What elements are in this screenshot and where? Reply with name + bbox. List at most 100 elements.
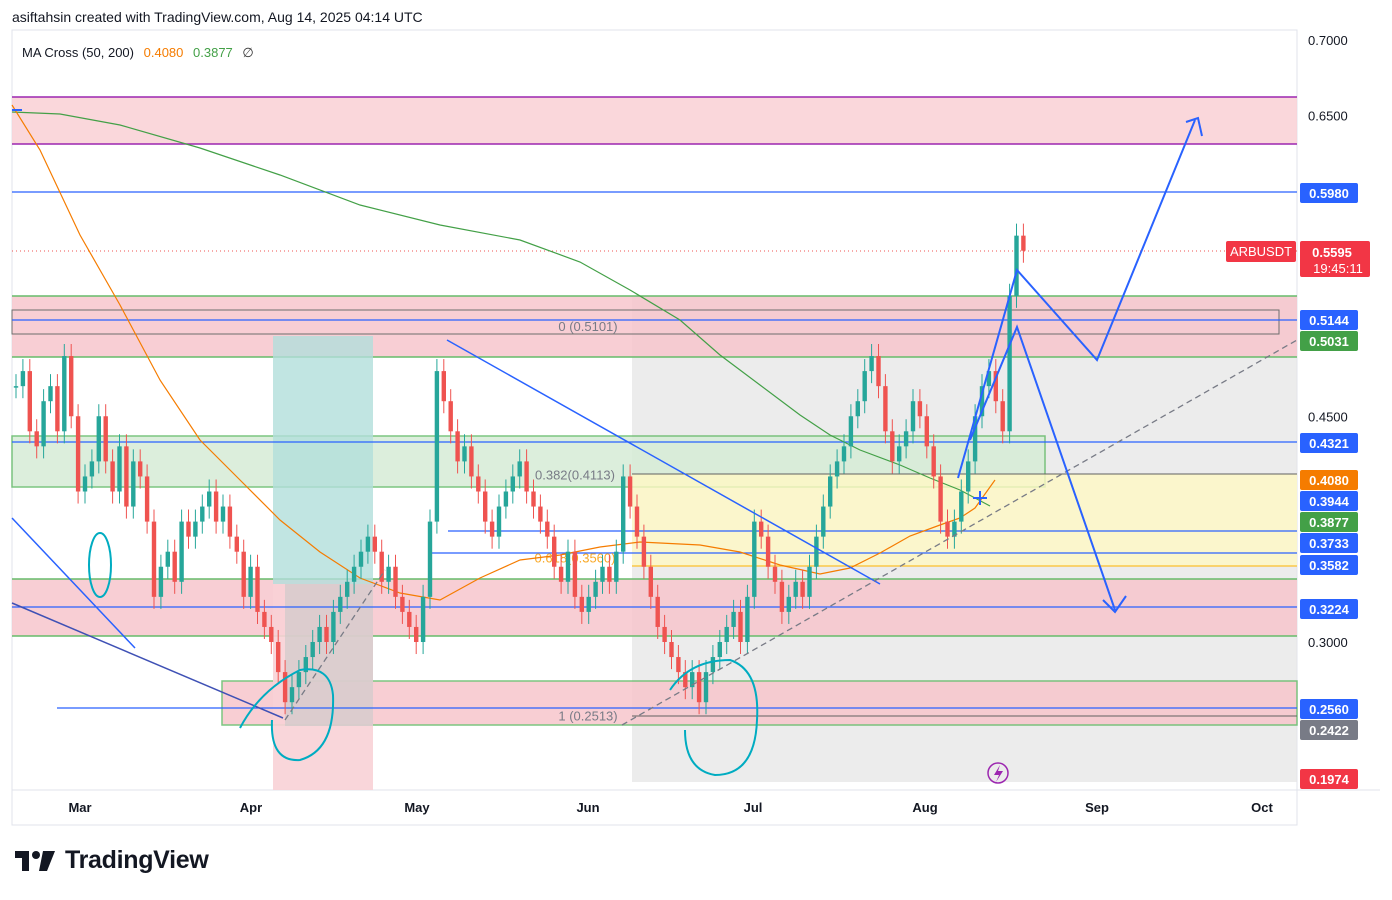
y-tick-label: 0.7000	[1308, 33, 1348, 48]
price-tag-label: 0.5144	[1309, 313, 1350, 328]
price-tag	[1300, 183, 1358, 203]
price-chart[interactable]: 0 (0.5101)0.382(0.4113)0.618(0.3560)1 (0…	[0, 0, 1392, 840]
candle-body	[1021, 235, 1026, 251]
fib-level-label: 0.382(0.4113)	[535, 467, 615, 482]
candle-body	[627, 476, 633, 507]
candle-body	[48, 386, 53, 402]
price-tag	[1300, 512, 1358, 532]
candle-body	[351, 566, 357, 582]
candle-body	[641, 536, 647, 567]
candle-body	[593, 581, 598, 597]
candle-body	[289, 687, 295, 703]
candle-body	[179, 521, 184, 582]
descending-trendline	[446, 339, 881, 585]
candle-body	[938, 476, 943, 522]
candle-body	[124, 446, 129, 507]
bearish-projection	[969, 324, 1116, 611]
candle-body	[669, 642, 674, 658]
candle-body	[241, 551, 246, 597]
candle-body	[365, 536, 371, 552]
candle-body	[883, 386, 888, 432]
candle-body	[96, 416, 101, 462]
fib-level-label: 1 (0.2513)	[558, 708, 617, 723]
candle-body	[207, 491, 212, 507]
x-tick-label: Mar	[68, 800, 91, 815]
price-tag	[1300, 533, 1358, 553]
candle-body	[427, 521, 433, 597]
candle-body	[558, 566, 564, 582]
candle-body	[434, 371, 440, 522]
candle-body	[483, 491, 488, 522]
candle-body	[841, 446, 847, 462]
candle-body	[34, 431, 39, 447]
candle-body	[807, 566, 812, 597]
price-tag-label: 0.3877	[1309, 515, 1349, 530]
candle-body	[234, 536, 239, 552]
x-tick-label: Sep	[1085, 800, 1109, 815]
candle-body	[420, 596, 426, 642]
candle-body	[1014, 235, 1019, 296]
candle-body	[117, 446, 122, 492]
bullish-arrowhead	[1185, 116, 1203, 137]
candle-body	[834, 461, 840, 477]
fib-zero-box	[11, 309, 1280, 335]
price-tag-label: 0.3582	[1309, 558, 1349, 573]
candle-body	[462, 446, 467, 462]
candle-body	[172, 551, 177, 582]
candle-body	[20, 371, 26, 387]
candle-body	[759, 521, 764, 537]
lightning-icon[interactable]	[987, 762, 1009, 784]
candle-body	[579, 596, 584, 612]
candle-body	[186, 521, 191, 537]
candle-body	[13, 386, 19, 388]
fib-golden-pocket	[632, 474, 1297, 566]
candle-body	[731, 611, 736, 627]
candle-body	[303, 657, 308, 673]
candle-body	[220, 506, 226, 522]
candle-body	[952, 521, 957, 537]
candle-body	[545, 521, 550, 537]
candle-body	[572, 551, 578, 597]
price-tag	[1300, 331, 1358, 351]
chart-attribution: asiftahsin created with TradingView.com,…	[12, 9, 423, 25]
candle-body	[986, 371, 992, 387]
price-tag	[1300, 491, 1358, 511]
candle-body	[110, 461, 115, 492]
time-axis: Mar Apr May Jun Jul Aug Sep Oct	[68, 800, 1273, 815]
circle-june-low	[669, 658, 759, 777]
tradingview-mark-icon	[15, 850, 55, 871]
candle-body	[227, 506, 233, 537]
candle-body	[345, 581, 350, 597]
candle-body	[966, 461, 971, 492]
candle-body	[903, 431, 909, 447]
price-tag-label: 0.5031	[1309, 334, 1349, 349]
tradingview-logo[interactable]: TradingView	[15, 846, 209, 875]
bullish-projection	[957, 119, 1196, 479]
candle-body	[469, 446, 474, 477]
candle-body	[193, 521, 198, 537]
candle-body	[717, 642, 722, 658]
candle-body	[752, 521, 757, 597]
price-tag-label: 0.2560	[1309, 702, 1349, 717]
ma-cross-legend[interactable]: MA Cross (50, 200) 0.4080 0.3877 ∅	[22, 45, 254, 61]
candle-body	[993, 371, 998, 402]
candle-body	[138, 461, 143, 477]
candle-body	[489, 521, 495, 537]
candle-body	[655, 596, 660, 627]
candle-body	[310, 642, 315, 658]
dashed-support-left	[284, 569, 386, 721]
candle-body	[372, 536, 377, 552]
candle-body	[538, 506, 543, 522]
candle-body	[931, 446, 936, 477]
y-tick-label: 0.4500	[1308, 409, 1348, 424]
symbol-tag-label: ARBUSDT	[1230, 244, 1292, 259]
ma200-value: 0.3877	[193, 45, 233, 60]
candle-body	[75, 416, 81, 492]
candle-body	[386, 566, 391, 582]
candle-body	[103, 416, 108, 462]
candle-body	[317, 626, 322, 642]
candle-body	[476, 476, 481, 492]
projection-paths	[957, 116, 1203, 614]
highlight-circles	[88, 532, 759, 777]
x-tick-label: May	[404, 800, 430, 815]
